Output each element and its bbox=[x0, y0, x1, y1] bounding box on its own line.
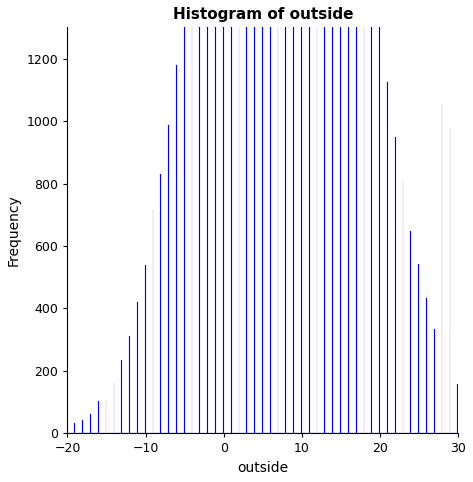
Bar bbox=[223, 0, 224, 433]
Bar bbox=[262, 0, 263, 433]
X-axis label: outside: outside bbox=[237, 461, 289, 475]
Bar bbox=[449, 128, 450, 433]
Bar bbox=[270, 0, 271, 433]
Bar bbox=[215, 0, 216, 433]
Bar bbox=[348, 0, 349, 433]
Bar bbox=[121, 361, 122, 433]
Bar bbox=[293, 0, 294, 433]
Bar bbox=[176, 65, 177, 433]
Bar bbox=[324, 0, 325, 433]
Bar bbox=[301, 0, 302, 433]
Bar bbox=[98, 401, 99, 433]
Bar bbox=[309, 0, 310, 433]
Bar bbox=[105, 400, 106, 433]
Bar bbox=[356, 0, 357, 433]
Bar bbox=[192, 0, 193, 433]
Bar bbox=[74, 423, 75, 433]
Bar bbox=[137, 302, 138, 433]
Bar bbox=[82, 420, 83, 433]
Bar bbox=[246, 0, 247, 433]
Bar bbox=[426, 298, 427, 433]
Bar bbox=[90, 414, 91, 433]
Bar bbox=[238, 0, 239, 433]
Bar bbox=[207, 0, 208, 433]
Bar bbox=[379, 14, 380, 433]
Bar bbox=[67, 427, 68, 433]
Bar bbox=[145, 266, 146, 433]
Bar bbox=[371, 0, 372, 433]
Bar bbox=[457, 385, 458, 433]
Bar bbox=[160, 174, 161, 433]
Y-axis label: Frequency: Frequency bbox=[7, 195, 21, 266]
Bar bbox=[434, 329, 435, 433]
Bar bbox=[387, 82, 388, 433]
Bar bbox=[168, 125, 169, 433]
Bar bbox=[254, 0, 255, 433]
Bar bbox=[285, 0, 286, 433]
Bar bbox=[340, 0, 341, 433]
Bar bbox=[418, 264, 419, 433]
Title: Histogram of outside: Histogram of outside bbox=[173, 7, 353, 22]
Bar bbox=[129, 335, 130, 433]
Bar bbox=[278, 0, 279, 433]
